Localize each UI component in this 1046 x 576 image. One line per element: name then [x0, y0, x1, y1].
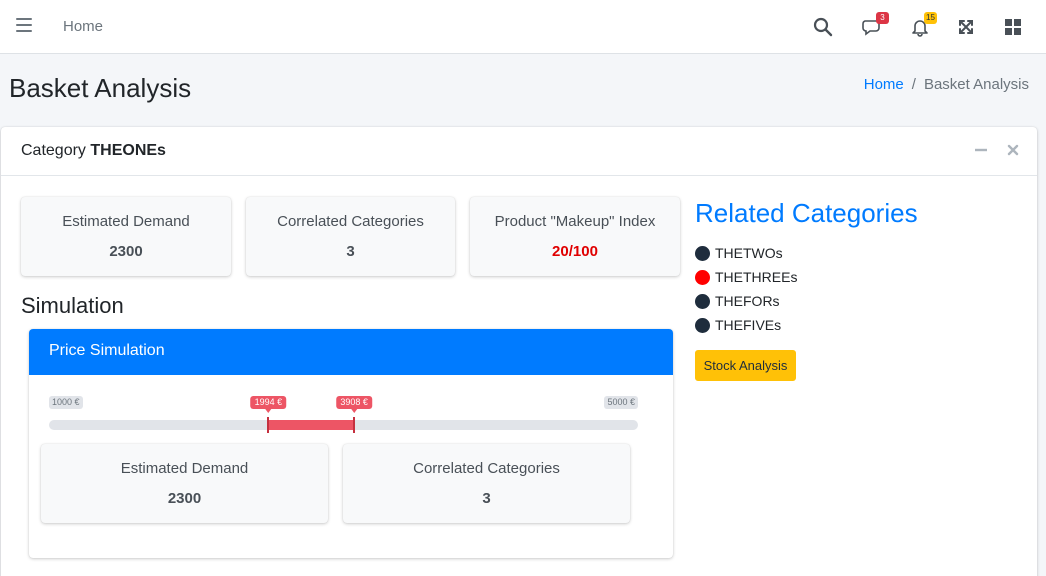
stat-value: 3 — [346, 243, 355, 260]
stat-label: Estimated Demand — [120, 460, 249, 477]
related-categories-list: THETWOs THETHREEs THEFORs THEFIVEs — [695, 241, 797, 337]
stat-value: 3 — [482, 490, 491, 507]
related-categories-title: Related Categories — [695, 198, 918, 228]
bell-icon[interactable]: 15 — [909, 12, 937, 38]
price-range-slider[interactable]: 1000 € 5000 € 1994 € 3908 € — [49, 394, 638, 434]
category-dot-icon — [695, 269, 710, 285]
menu-icon[interactable] — [16, 18, 32, 32]
slider-min-label: 1000 € — [49, 396, 83, 409]
sim-stat-estimated-demand: Estimated Demand 2300 — [41, 444, 328, 523]
category-dot-icon — [695, 293, 710, 309]
slider-max-label: 5000 € — [604, 396, 638, 409]
page-title: Basket Analysis — [9, 73, 192, 103]
slider-to-handle[interactable] — [353, 417, 356, 433]
related-item-label: THETHREEs — [715, 269, 798, 285]
category-dot-icon — [695, 317, 710, 333]
related-item-thefors[interactable]: THEFORs — [695, 289, 797, 313]
slider-to-label: 3908 € — [336, 396, 372, 413]
stat-value: 2300 — [167, 490, 202, 507]
card-title: Category THEONEs — [21, 142, 166, 160]
related-item-thetwos[interactable]: THETWOs — [695, 241, 797, 265]
simulation-title: Simulation — [21, 293, 124, 318]
stock-analysis-button[interactable]: Stock Analysis — [695, 350, 796, 381]
related-item-thefives[interactable]: THEFIVEs — [695, 313, 797, 337]
breadcrumb-current: Basket Analysis — [923, 76, 1029, 93]
close-icon[interactable] — [1005, 142, 1021, 158]
stat-value: 20/100 — [552, 243, 598, 260]
card-header: Category THEONEs — [1, 127, 1037, 176]
notifications-badge: 15 — [924, 12, 937, 24]
apps-icon[interactable] — [1002, 16, 1024, 38]
slider-from-label: 1994 € — [250, 396, 287, 413]
breadcrumb-separator: / — [911, 76, 916, 93]
stat-estimated-demand: Estimated Demand 2300 — [21, 197, 231, 276]
collapse-icon[interactable] — [973, 142, 989, 158]
stat-makeup-index: Product "Makeup" Index 20/100 — [470, 197, 680, 276]
related-item-label: THEFIVEs — [715, 317, 782, 333]
top-navbar: Home 3 15 — [0, 0, 1046, 54]
stat-label: Product "Makeup" Index — [494, 213, 656, 230]
sim-stat-correlated-categories: Correlated Categories 3 — [343, 444, 630, 523]
category-name: THEONEs — [90, 142, 166, 159]
stat-label: Correlated Categories — [413, 460, 560, 477]
related-item-label: THETWOs — [715, 245, 783, 261]
related-item-thethrees[interactable]: THETHREEs — [695, 265, 797, 289]
slider-selected-range — [268, 420, 355, 430]
price-simulation-title: Price Simulation — [49, 342, 165, 359]
category-dot-icon — [695, 245, 710, 261]
stat-label: Estimated Demand — [62, 213, 190, 230]
card-title-prefix: Category — [21, 142, 86, 159]
stat-value: 2300 — [109, 243, 143, 260]
comments-icon[interactable]: 3 — [861, 12, 889, 38]
nav-home-link[interactable]: Home — [63, 18, 104, 35]
related-item-label: THEFORs — [715, 293, 780, 309]
stat-correlated-categories: Correlated Categories 3 — [246, 197, 455, 276]
search-icon[interactable] — [812, 16, 834, 38]
messages-badge: 3 — [876, 12, 889, 24]
breadcrumb-home-link[interactable]: Home — [863, 76, 904, 93]
expand-icon[interactable] — [955, 16, 977, 38]
price-simulation-header: Price Simulation — [29, 329, 673, 375]
breadcrumb: Home / Basket Analysis — [864, 76, 1029, 93]
slider-from-handle[interactable] — [267, 417, 270, 433]
stat-label: Correlated Categories — [277, 213, 424, 230]
